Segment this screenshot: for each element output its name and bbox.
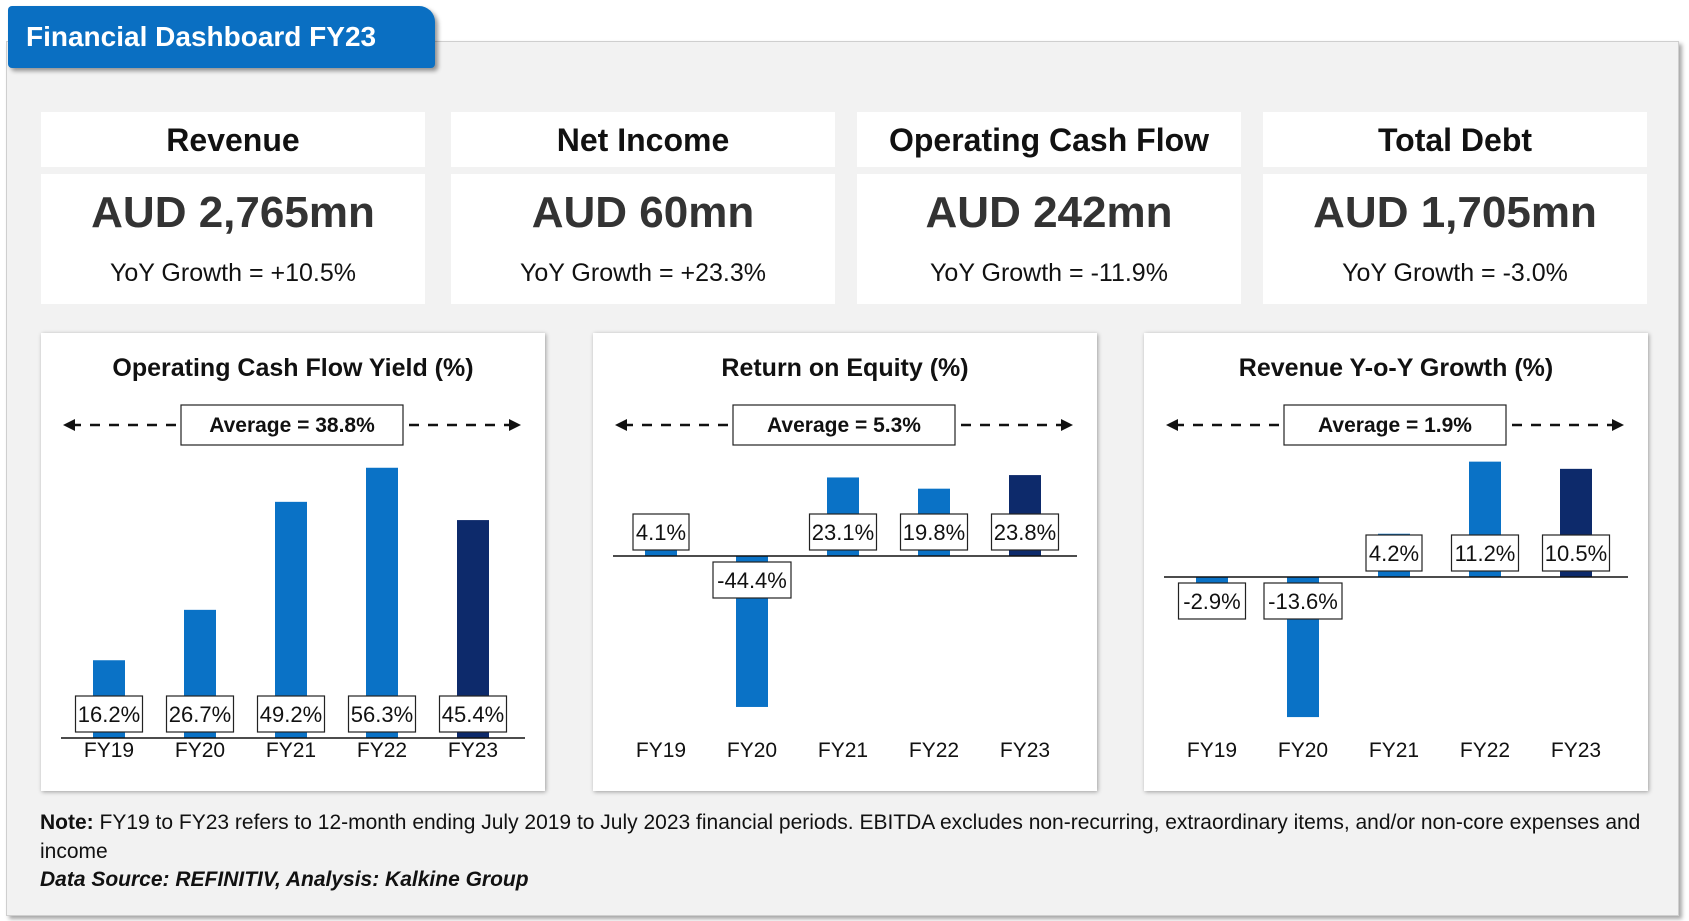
average-arrowhead-left [615,419,627,431]
kpi-value: AUD 242mn [925,188,1173,237]
kpi-card-operating-cash-flow: Operating Cash Flow AUD 242mn YoY Growth… [857,112,1241,304]
chart-title: Return on Equity (%) [721,354,968,382]
kpi-card-total-debt: Total Debt AUD 1,705mn YoY Growth = -3.0… [1263,112,1647,304]
x-tick-fy22: FY22 [1460,739,1510,762]
data-label-fy19: 16.2% [78,702,140,727]
x-tick-fy23: FY23 [448,739,498,762]
dashboard-title: Financial Dashboard FY23 [8,6,435,68]
average-arrowhead-left [63,419,75,431]
chart-panel-ocf-yield: Operating Cash Flow Yield (%) Average = 3… [41,333,545,791]
data-source: Data Source: REFINITIV, Analysis: Kalkin… [40,868,529,891]
kpi-growth: YoY Growth = +23.3% [519,259,766,287]
data-label-fy20: 26.7% [169,702,231,727]
data-label-fy21: 23.1% [812,520,874,545]
average-arrowhead-right [1061,419,1073,431]
data-label-fy22: 56.3% [351,702,413,727]
data-label-fy22: 11.2% [1455,541,1516,566]
average-label: Average = 5.3% [767,414,921,437]
data-label-fy22-box [347,695,417,733]
kpi-body: AUD 1,705mn YoY Growth = -3.0% [1263,174,1647,304]
data-label-fy21: 49.2% [260,702,322,727]
kpi-value: AUD 60mn [531,188,755,237]
chart-revenue-growth: Revenue Y-o-Y Growth (%) Average = 1.9% -2… [1164,354,1628,762]
data-label-fy21-box [808,513,878,551]
x-tick-fy19: FY19 [636,739,686,762]
chart-title: Operating Cash Flow Yield (%) [112,354,473,382]
kpi-growth: YoY Growth = -3.0% [1342,259,1568,287]
x-tick-fy22: FY22 [357,739,407,762]
data-label-fy19: -2.9% [1183,589,1240,614]
kpi-value: AUD 1,705mn [1313,188,1597,237]
x-tick-fy19: FY19 [1187,739,1237,762]
kpi-growth: YoY Growth = +10.5% [109,259,356,287]
bar-fy22 [366,467,398,738]
x-tick-fy20: FY20 [1278,739,1328,762]
kpi-body: AUD 242mn YoY Growth = -11.9% [857,174,1241,304]
data-label-fy22-box [899,513,969,551]
average-arrowhead-right [1612,419,1624,431]
data-label-fy19: 4.1% [636,520,686,545]
data-label-fy21-box [256,695,326,733]
data-label-fy22: 19.8% [903,520,965,545]
data-label-fy23-box [1541,534,1611,572]
chart-panel-revenue-growth: Revenue Y-o-Y Growth (%) Average = 1.9% -2… [1144,333,1648,791]
x-tick-fy20: FY20 [727,739,777,762]
x-tick-fy23: FY23 [1551,739,1601,762]
average-box [732,404,956,446]
note-text: FY19 to FY23 refers to 12-month ending J… [40,811,1641,863]
data-label-fy23-box [438,695,508,733]
average-arrowhead-right [509,419,521,431]
data-label-fy19-box [1177,582,1247,620]
kpi-body: AUD 2,765mn YoY Growth = +10.5% [41,174,425,304]
data-label-fy20-box [1263,582,1343,620]
chart-title: Revenue Y-o-Y Growth (%) [1239,354,1553,382]
chart-ocf-yield: Operating Cash Flow Yield (%) Average = 3… [61,354,525,762]
kpi-growth: YoY Growth = -11.9% [930,259,1168,287]
data-label-fy20: -13.6% [1268,589,1338,614]
average-arrowhead-left [1166,419,1178,431]
x-tick-fy21: FY21 [266,739,316,762]
x-tick-fy21: FY21 [818,739,868,762]
kpi-card-revenue: Revenue AUD 2,765mn YoY Growth = +10.5% [41,112,425,304]
x-tick-fy22: FY22 [909,739,959,762]
footnote: Note: FY19 to FY23 refers to 12-month en… [40,808,1670,866]
data-label-fy23-box [990,513,1060,551]
kpi-label: Operating Cash Flow [857,112,1241,167]
average-box [180,404,404,446]
kpi-label: Revenue [41,112,425,167]
data-label-fy21: 4.2% [1369,541,1419,566]
kpi-label: Net Income [451,112,835,167]
data-label-fy20-box [712,561,792,599]
data-label-fy20-box [165,695,235,733]
data-label-fy23: 45.4% [442,702,504,727]
kpi-label: Total Debt [1263,112,1647,167]
x-tick-fy21: FY21 [1369,739,1419,762]
kpi-body: AUD 60mn YoY Growth = +23.3% [451,174,835,304]
data-label-fy23: 10.5% [1545,541,1607,566]
data-label-fy20: -44.4% [717,568,787,593]
average-label: Average = 38.8% [209,414,375,437]
note-label: Note: [40,811,94,834]
x-tick-fy20: FY20 [175,739,225,762]
data-label-fy19-box [632,513,690,551]
x-tick-fy23: FY23 [1000,739,1050,762]
data-label-fy21-box [1365,534,1423,572]
data-label-fy19-box [74,695,144,733]
chart-panel-roe: Return on Equity (%) Average = 5.3% 4.1% -4… [593,333,1097,791]
kpi-value: AUD 2,765mn [91,188,375,237]
data-label-fy23: 23.8% [994,520,1056,545]
data-label-fy22-box [1450,534,1520,572]
x-tick-fy19: FY19 [84,739,134,762]
chart-roe: Return on Equity (%) Average = 5.3% 4.1% -4… [613,354,1077,762]
kpi-card-net-income: Net Income AUD 60mn YoY Growth = +23.3% [451,112,835,304]
average-box [1283,404,1507,446]
average-label: Average = 1.9% [1318,414,1472,437]
